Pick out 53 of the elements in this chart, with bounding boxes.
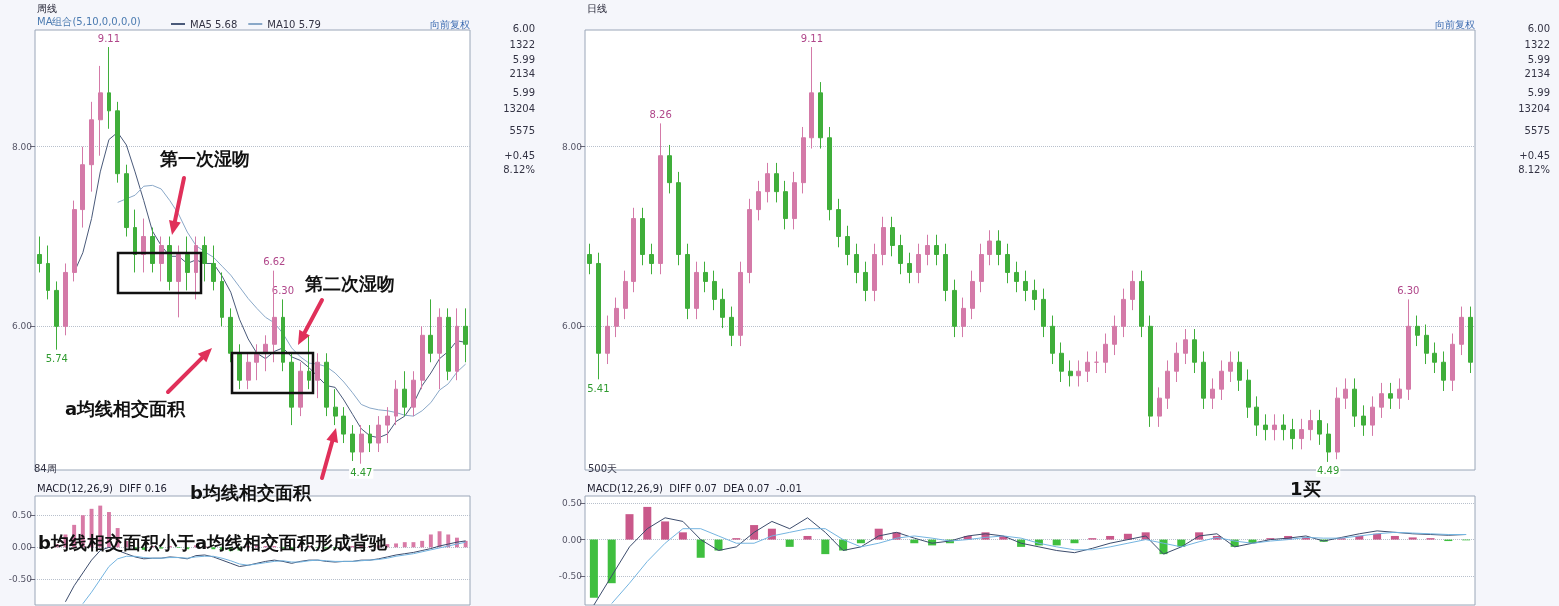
- annotation: 第二次湿吻: [304, 272, 395, 294]
- annotation: 84周: [34, 462, 57, 474]
- text: 8.12%: [1518, 163, 1550, 175]
- text: 5575: [509, 124, 535, 136]
- text: 1322: [509, 38, 535, 50]
- y-tick-label: 0.00: [561, 534, 583, 545]
- text: 13204: [503, 102, 535, 114]
- text: +0.45: [1519, 149, 1550, 161]
- text: 6.00: [1527, 22, 1550, 34]
- y-tick-label: 0.00: [11, 542, 33, 553]
- chart-subtitle: MA组合(5,10,0,0,0,0): [37, 15, 141, 27]
- chart-title: MACD(12,26,9) DIFF 0.07 DEA 0.07 -0.01: [587, 482, 802, 494]
- annotation: 6.62: [263, 256, 286, 268]
- annotation: 9.11: [97, 32, 121, 44]
- y-tick-label: -0.50: [558, 570, 583, 581]
- chart-title: MACD(12,26,9) DIFF 0.16: [37, 482, 167, 494]
- y-tick-label: 0.50: [11, 510, 33, 521]
- annotation: 9.11: [800, 32, 824, 44]
- text: +0.45: [504, 149, 535, 161]
- chart-title: 日线: [587, 2, 607, 14]
- annotation: 6.30: [1397, 284, 1420, 296]
- annotation: 5.74: [45, 353, 68, 365]
- text: 13204: [1518, 102, 1550, 114]
- text: 2134: [1524, 67, 1550, 79]
- text: 5.99: [512, 86, 535, 98]
- text: 5575: [1524, 124, 1550, 136]
- annotation: 1买: [1290, 477, 1321, 499]
- text: 5.99: [512, 53, 535, 65]
- annotation: 第一次湿吻: [159, 147, 250, 169]
- annotation: 向前复权: [1435, 18, 1475, 30]
- annotation: 5.41: [587, 382, 610, 394]
- text: 5.99: [1527, 86, 1550, 98]
- y-tick-label: -0.50: [8, 574, 33, 585]
- annotation: a均线相交面积: [65, 397, 187, 419]
- text: 5.99: [1527, 53, 1550, 65]
- annotation: b均线相交面积: [190, 481, 312, 503]
- text: 1322: [1524, 38, 1550, 50]
- y-tick-label: 0.50: [561, 498, 583, 509]
- legend-label: MA5 5.68: [190, 18, 238, 30]
- y-tick-label: 8.00: [561, 141, 583, 152]
- annotation: 4.47: [350, 467, 373, 479]
- chart-title: 周线: [37, 2, 57, 14]
- annotation: 8.26: [649, 108, 672, 120]
- annotation: 4.49: [1317, 465, 1340, 477]
- text: 2134: [509, 67, 535, 79]
- legend-label: MA10 5.79: [267, 18, 321, 30]
- annotation: 500天: [588, 462, 618, 474]
- y-tick-label: 8.00: [11, 141, 33, 152]
- y-tick-label: 6.00: [561, 321, 583, 332]
- annotation: 向前复权: [430, 18, 470, 30]
- text: 8.12%: [503, 163, 535, 175]
- y-tick-label: 6.00: [11, 321, 33, 332]
- text: 6.00: [512, 22, 535, 34]
